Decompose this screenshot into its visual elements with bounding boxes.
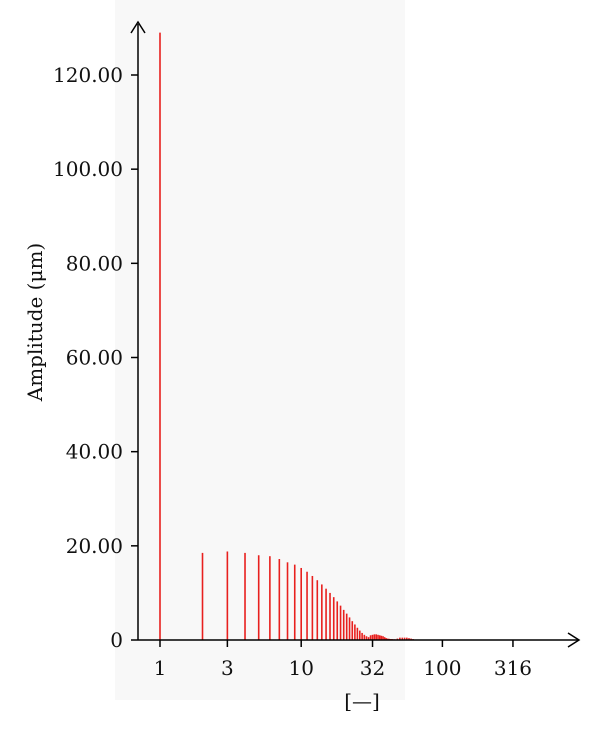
y-tick-label: 0: [110, 628, 123, 652]
y-tick-label: 20.00: [66, 534, 123, 558]
y-tick-label: 100.00: [53, 157, 123, 181]
y-tick-label: 80.00: [66, 251, 123, 275]
axes-group: [130, 20, 581, 648]
x-axis-label: [—]: [344, 689, 380, 713]
x-tick-label: 10: [288, 656, 313, 680]
x-ticks-group: 1 3 10 32 100 316: [154, 640, 532, 680]
bars-group: [159, 32, 414, 640]
x-tick-label: 100: [423, 656, 461, 680]
y-tick-label: 60.00: [66, 346, 123, 370]
x-axis-arrow: [567, 632, 581, 648]
y-axis-arrow: [130, 20, 146, 34]
y-tick-label: 40.00: [66, 440, 123, 464]
x-tick-label: 3: [221, 656, 234, 680]
x-tick-label: 316: [494, 656, 532, 680]
plot-background: [115, 0, 405, 700]
y-ticks-group: 0 20.00 40.00 60.00 80.00 100.00 120.00: [53, 63, 138, 652]
y-axis-label: Amplitude (μm): [23, 243, 47, 403]
x-tick-label: 1: [154, 656, 167, 680]
x-tick-label: 32: [360, 656, 385, 680]
y-tick-label: 120.00: [53, 63, 123, 87]
